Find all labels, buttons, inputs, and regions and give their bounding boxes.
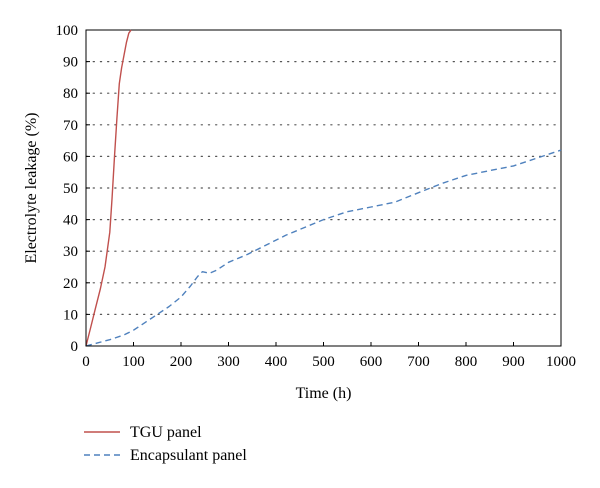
x-tick-label: 300 — [217, 354, 240, 370]
y-axis-title: Electrolyte leakage (%) — [23, 112, 40, 263]
series-layer — [85, 29, 562, 347]
x-tick-labels: 0 100 200 300 400 500 600 700 800 900 1000 — [82, 354, 576, 370]
x-tick-label: 400 — [265, 354, 288, 370]
legend-label: Encapsulant panel — [130, 447, 247, 464]
legend: TGU panel Encapsulant panel — [84, 424, 247, 464]
y-tick-label: 60 — [63, 149, 78, 165]
x-tick-label: 200 — [170, 354, 193, 370]
y-tick-label: 10 — [63, 307, 78, 323]
x-tick-label: 100 — [122, 354, 145, 370]
y-tick-label: 80 — [63, 86, 78, 102]
series-line-encapsulant-panel — [85, 149, 562, 347]
legend-label: TGU panel — [130, 424, 202, 441]
x-tick-label: 0 — [82, 354, 90, 370]
series-line-tgu-panel — [85, 29, 132, 347]
x-tick-label: 600 — [360, 354, 383, 370]
y-tick-label: 90 — [63, 55, 78, 71]
x-tick-label: 1000 — [546, 354, 576, 370]
grid-lines — [85, 60, 562, 315]
y-tick-label: 40 — [63, 213, 78, 229]
y-tick-label: 100 — [56, 23, 79, 39]
y-tick-label: 30 — [63, 244, 78, 260]
x-tick-label: 700 — [407, 354, 430, 370]
y-tick-labels: 0 10 20 30 40 50 60 70 80 90 100 — [56, 23, 79, 355]
x-tick-label: 800 — [455, 354, 478, 370]
axis-ticks — [85, 29, 562, 347]
y-tick-label: 50 — [63, 181, 78, 197]
y-tick-label: 70 — [63, 118, 78, 134]
x-tick-label: 900 — [502, 354, 525, 370]
y-tick-label: 0 — [71, 339, 79, 355]
x-tick-label: 500 — [312, 354, 335, 370]
y-tick-label: 20 — [63, 276, 78, 292]
x-axis-title: Time (h) — [296, 385, 352, 402]
